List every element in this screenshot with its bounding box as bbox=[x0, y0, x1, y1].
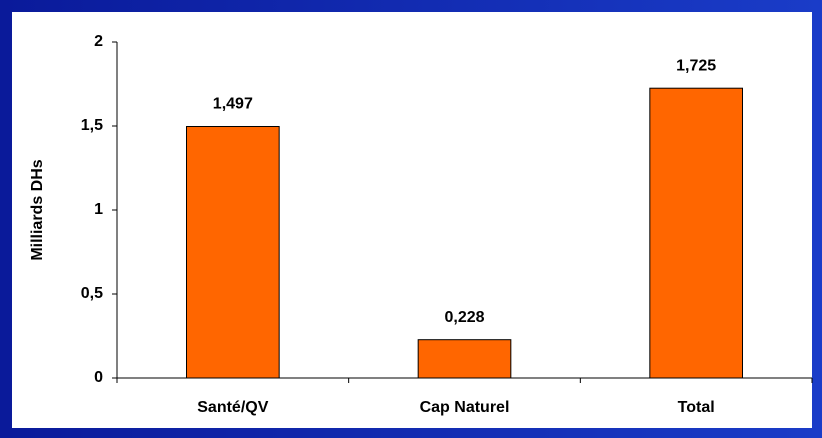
y-axis-title: Milliards DHs bbox=[29, 159, 46, 260]
y-tick-label: 0 bbox=[94, 369, 103, 386]
bar bbox=[649, 87, 743, 379]
y-tick-label: 1 bbox=[94, 201, 103, 218]
y-tick-label: 2 bbox=[94, 33, 103, 50]
value-label: 0,228 bbox=[444, 309, 484, 326]
x-tick-label: Cap Naturel bbox=[420, 399, 510, 416]
x-tick-label: Santé/QV bbox=[197, 399, 268, 416]
bar bbox=[417, 339, 512, 379]
y-tick-label: 1,5 bbox=[81, 117, 103, 134]
value-label: 1,725 bbox=[676, 57, 716, 74]
bar bbox=[186, 126, 280, 379]
value-label: 1,497 bbox=[213, 96, 253, 113]
x-tick-label: Total bbox=[678, 399, 715, 416]
y-tick-label: 0,5 bbox=[81, 285, 103, 302]
